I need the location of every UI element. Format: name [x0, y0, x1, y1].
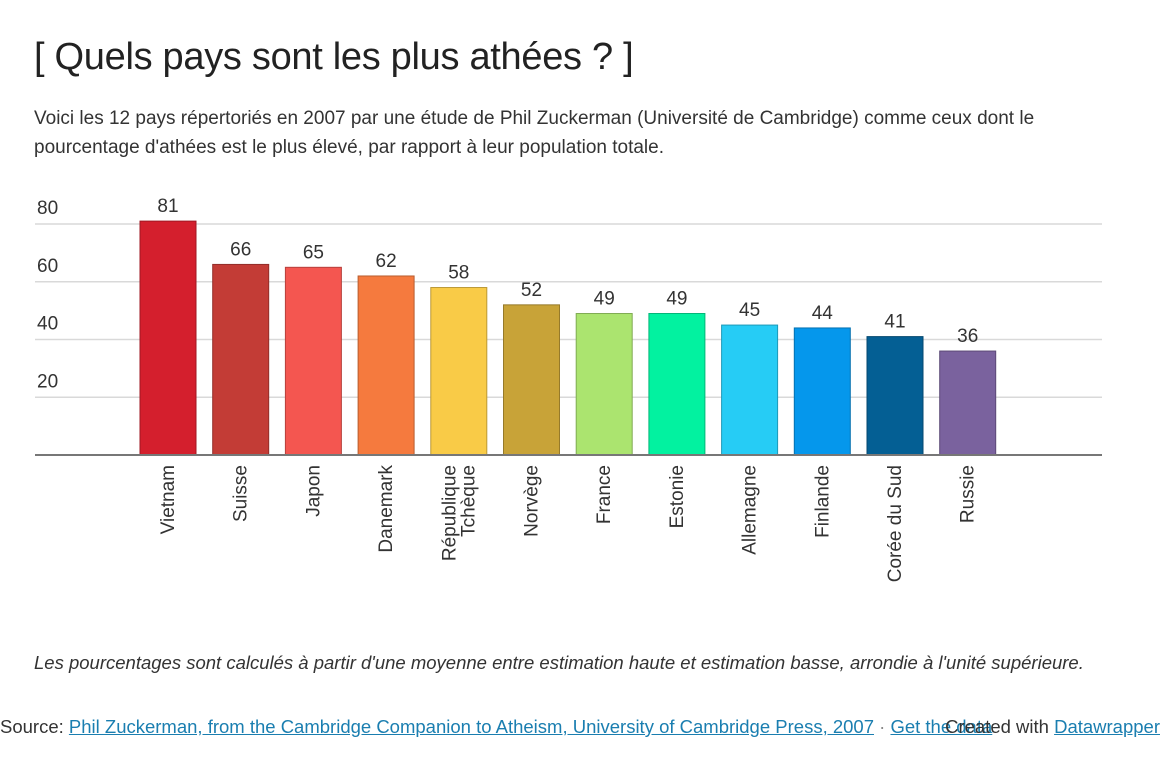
source-line: Source: Phil Zuckerman, from the Cambrid…	[0, 714, 992, 740]
bar	[503, 304, 560, 456]
data-label: 45	[739, 300, 760, 321]
data-label: 41	[884, 312, 905, 333]
x-tick-label: Norvège	[522, 465, 543, 537]
data-label: 65	[303, 242, 324, 263]
x-tick-label: Vietnam	[158, 465, 179, 534]
chart-footer: Source: Phil Zuckerman, from the Cambrid…	[0, 714, 1162, 740]
bars	[139, 220, 997, 456]
footer-separator: ·	[874, 716, 891, 737]
bar	[575, 313, 633, 456]
x-axis: Vietnam Suisse Japon Danemark RépubliqueTchè…	[35, 454, 1102, 582]
source-label: Source:	[0, 716, 69, 737]
source-link[interactable]: Phil Zuckerman, from the Cambridge Compa…	[68, 716, 874, 737]
data-label: 81	[157, 196, 178, 217]
y-tick-label: 60	[37, 256, 58, 277]
bar	[866, 336, 924, 456]
x-tick-label: Danemark	[376, 465, 397, 553]
data-label: 62	[376, 251, 397, 272]
datawrapper-link[interactable]: Datawrapper	[1054, 716, 1160, 737]
y-axis: 20 40 60 80	[37, 198, 58, 392]
x-tick-label: Suisse	[231, 465, 252, 522]
y-tick-label: 80	[37, 198, 58, 219]
y-tick-label: 40	[37, 314, 58, 335]
bar-chart: 20 40 60 80 81 66 65 62 58 52 49 49 45 44 41 36 Vietna…	[35, 196, 1102, 582]
data-label: 58	[448, 263, 469, 284]
data-label: 49	[666, 289, 687, 310]
bar	[939, 350, 997, 456]
x-tick-label: Finlande	[812, 465, 833, 538]
x-tick-label: Russie	[958, 465, 979, 523]
chart-title: [ Quels pays sont les plus athées ? ]	[34, 36, 634, 78]
bar	[430, 287, 488, 456]
data-label: 44	[812, 303, 834, 324]
bar	[648, 313, 706, 456]
x-tick-label: République	[439, 465, 460, 561]
get-data-link[interactable]: Get the data	[890, 716, 993, 737]
data-label: 66	[230, 239, 251, 260]
bar	[721, 324, 779, 456]
credit-line: Created with Datawrapper	[945, 714, 1160, 740]
bar	[212, 263, 270, 456]
y-tick-label: 20	[37, 371, 58, 392]
x-tick-label: Corée du Sud	[885, 465, 906, 582]
bar	[284, 266, 342, 456]
chart-notes: Les pourcentages sont calculés à partir …	[34, 652, 1084, 673]
bar	[793, 327, 851, 456]
chart-intro: Voici les 12 pays répertoriés en 2007 pa…	[34, 108, 1035, 158]
x-tick-label: Estonie	[667, 465, 688, 528]
data-labels: 81 66 65 62 58 52 49 49 45 44 41 36	[157, 196, 978, 347]
bar	[139, 220, 197, 456]
x-tick-label: Japon	[303, 465, 324, 517]
data-label: 52	[521, 280, 542, 301]
x-tick-label: Tchèque	[458, 465, 479, 537]
created-with-label: Created with	[945, 716, 1055, 737]
x-tick-label: Allemagne	[740, 465, 761, 555]
data-label: 36	[957, 326, 978, 347]
bar	[357, 275, 415, 456]
x-tick-label: France	[594, 465, 615, 524]
data-label: 49	[594, 289, 615, 310]
